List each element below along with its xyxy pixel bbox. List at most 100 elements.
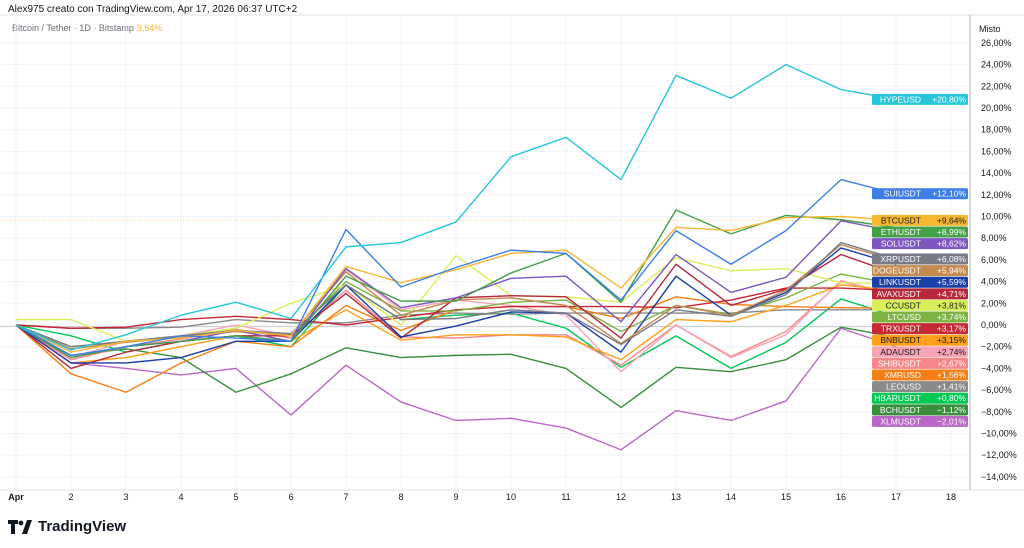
series-label-bg: [872, 238, 968, 250]
series-label-bg: [872, 253, 968, 265]
series-name: BCHUSDT: [880, 405, 921, 415]
y-tick-label: 2,00%: [981, 298, 1007, 308]
series-name: DOGEUSDT: [873, 266, 921, 276]
series-line-xrpusdt: [15, 241, 897, 348]
series-label-xlmusdt: XLMUSDT −2,01%: [872, 415, 968, 427]
series-label-xmrusd: XMRUSD +1,56%: [872, 369, 968, 381]
series-value: −2,01%: [937, 416, 967, 426]
series-line-ethusdt: [15, 209, 897, 359]
x-tick-label: 5: [233, 492, 238, 502]
x-tick-label: 10: [506, 492, 516, 502]
series-name: HYPEUSD: [880, 94, 921, 104]
series-labels: HYPEUSD +20,80% SUIUSDT +12,10% BTCUSDT +9,64…: [872, 93, 968, 427]
series-name: SHIBUSDT: [878, 358, 921, 368]
series-label-dogeusdt: DOGEUSDT +5,94%: [872, 265, 968, 277]
series-name: SUIUSDT: [884, 189, 921, 199]
series-name: AVAXUSDT: [876, 289, 921, 299]
series-label-bg: [872, 346, 968, 358]
series-name: SOLUSDT: [881, 239, 921, 249]
series-label-bchusdt: BCHUSDT −1,12%: [872, 404, 968, 416]
series-label-bg: [872, 288, 968, 300]
tradingview-logo[interactable]: TradingView: [8, 518, 126, 535]
series-label-linkusdt: LINKUSDT +5,59%: [872, 276, 968, 288]
series-value: +3,15%: [937, 335, 967, 345]
series-line-bchusdt: [15, 324, 897, 409]
x-tick-label: Apr: [8, 492, 24, 502]
series-value: +3,74%: [937, 312, 967, 322]
y-tick-label: 4,00%: [981, 277, 1007, 287]
x-tick-label: 3: [123, 492, 128, 502]
main-symbol-legend[interactable]: Bitcoin / Tether · 1D · Bitstamp 9,64%: [12, 23, 162, 33]
series-label-bg: [872, 404, 968, 416]
series-line-hypeusd: [15, 63, 897, 351]
x-tick-label: 8: [398, 492, 403, 502]
series-label-hypeusd: HYPEUSD +20,80%: [872, 93, 968, 105]
series-label-bg: [872, 415, 968, 427]
x-tick-label: 14: [726, 492, 736, 502]
price-axis[interactable]: 26,00% 24,00% 22,00% 20,00% 18,00% 16,00% 14,0…: [981, 38, 1017, 482]
x-tick-label: 9: [453, 492, 458, 502]
x-tick-label: 12: [616, 492, 626, 502]
series-label-bg: [872, 381, 968, 393]
series-value: +2,67%: [937, 358, 967, 368]
series-label-ltcusd: LTCUSD +3,74%: [872, 311, 968, 323]
y-tick-label: 0,00%: [981, 320, 1007, 330]
y-tick-label: 20,00%: [981, 103, 1012, 113]
x-tick-label: 7: [343, 492, 348, 502]
series-label-bg: [872, 265, 968, 277]
x-tick-label: 2: [68, 492, 73, 502]
y-tick-label: 12,00%: [981, 190, 1012, 200]
brand-name: TradingView: [38, 518, 127, 535]
series-value: +5,59%: [937, 277, 967, 287]
y-tick-label: 6,00%: [981, 255, 1007, 265]
series-line-shibusdt: [15, 280, 897, 366]
series-name: BTCUSDT: [881, 215, 921, 225]
y-tick-label: −6,00%: [981, 385, 1012, 395]
series-value: +20,80%: [932, 94, 966, 104]
x-tick-label: 11: [561, 492, 570, 502]
series-value: +9,64%: [937, 215, 967, 225]
series-label-bg: [872, 226, 968, 238]
series-label-bg: [872, 299, 968, 311]
series-label-bnbusdt: BNBUSDT +3,15%: [872, 334, 968, 346]
series-value: −1,12%: [937, 405, 967, 415]
series-name: ETHUSDT: [881, 227, 921, 237]
y-tick-label: 8,00%: [981, 233, 1007, 243]
x-tick-label: 18: [946, 492, 956, 502]
series-label-bg: [872, 214, 968, 226]
y-tick-label: −8,00%: [981, 407, 1012, 417]
series-value: +5,94%: [937, 266, 967, 276]
series-value: +2,74%: [937, 347, 967, 357]
x-tick-label: 4: [178, 492, 183, 502]
series-name: ADAUSDT: [880, 347, 921, 357]
series-value: +8,99%: [937, 227, 967, 237]
y-tick-label: 14,00%: [981, 168, 1012, 178]
x-tick-label: 17: [891, 492, 901, 502]
series-value: +4,71%: [937, 289, 967, 299]
y-tick-label: 18,00%: [981, 125, 1012, 135]
series-name: CCUSDT: [886, 300, 921, 310]
series-value: +12,10%: [932, 189, 966, 199]
x-tick-label: 13: [671, 492, 681, 502]
y-tick-label: 24,00%: [981, 60, 1012, 70]
series-label-bg: [872, 93, 968, 105]
y-tick-label: 26,00%: [981, 38, 1012, 48]
series-label-bg: [872, 369, 968, 381]
series-label-xrpusdt: XRPUSDT +6,08%: [872, 253, 968, 265]
y-tick-label: 22,00%: [981, 81, 1012, 91]
series-line-suiusdt: [15, 178, 897, 357]
series-label-bg: [872, 323, 968, 335]
series-line-leousd: [15, 309, 897, 329]
y-tick-label: −10,00%: [981, 429, 1017, 439]
chart-caption: Alex975 creato con TradingView.com, Apr …: [8, 4, 298, 15]
series-name: XMRUSD: [884, 370, 921, 380]
time-axis[interactable]: Apr 2 3 4 5 6 7 8 9 10 11 12 13 14 15 16 17 18: [8, 492, 956, 502]
x-tick-label: 15: [781, 492, 791, 502]
series-name: LEOUSD: [886, 382, 921, 392]
series-label-shibusdt: SHIBUSDT +2,67%: [872, 357, 968, 369]
price-scale-mode[interactable]: Misto: [979, 24, 1001, 34]
series-label-bg: [872, 276, 968, 288]
series-label-ccusdt: CCUSDT +3,81%: [872, 299, 968, 311]
y-tick-label: 16,00%: [981, 146, 1012, 156]
